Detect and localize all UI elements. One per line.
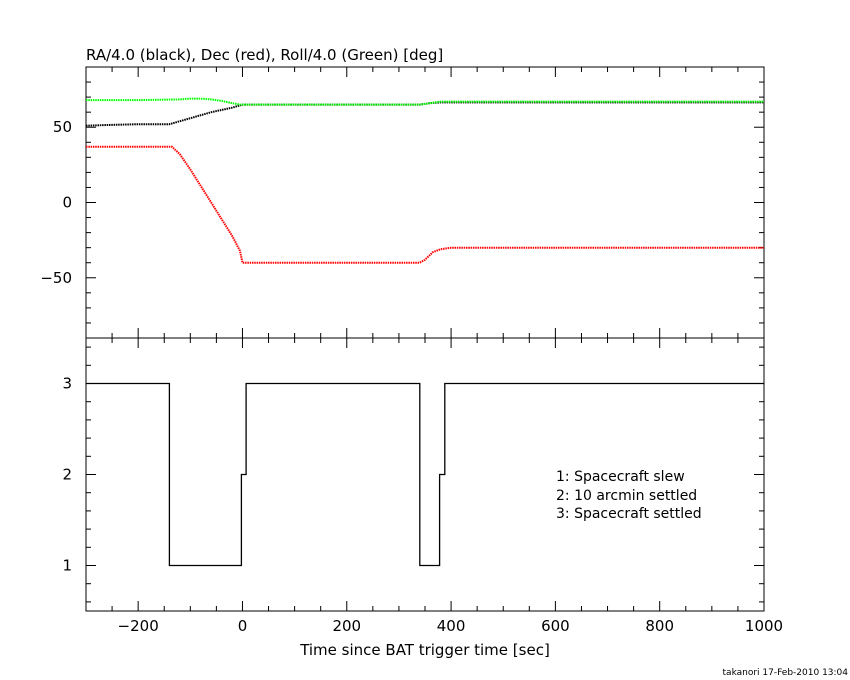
- x-tick-label: 400: [437, 617, 466, 635]
- legend-item-settled: 3: Spacecraft settled: [556, 506, 702, 522]
- x-tick-label: −200: [118, 617, 159, 635]
- ra-series-line: [85, 101, 764, 127]
- legend-item-slew: 1: Spacecraft slew: [556, 469, 685, 485]
- x-tick-label: 200: [332, 617, 361, 635]
- y-tick-label: 1: [62, 557, 72, 575]
- attitude-plot-frame: [85, 66, 765, 339]
- settle-state-panel: 1 2 3 −200 0 200 400 600 800 1000 1: Spacecraft s…: [62, 337, 783, 659]
- attitude-axis-ticks: −50 0 50: [40, 66, 765, 339]
- x-tick-label: 800: [645, 617, 674, 635]
- x-tick-label: 600: [541, 617, 570, 635]
- legend-item-10arcmin: 2: 10 arcmin settled: [556, 488, 697, 504]
- y-tick-label: 50: [53, 118, 72, 136]
- x-axis-label: Time since BAT trigger time [sec]: [299, 641, 550, 659]
- footer-stamp: takanori 17-Feb-2010 13:04: [723, 668, 849, 678]
- y-tick-label: 0: [62, 194, 72, 212]
- attitude-series-group: [85, 97, 764, 264]
- y-tick-label: 3: [62, 375, 72, 393]
- settle-series-group: [86, 382, 764, 567]
- roll-series-line: [86, 97, 764, 106]
- x-tick-label: 1000: [745, 617, 783, 635]
- dec-series-line: [86, 145, 764, 264]
- y-tick-label: −50: [40, 269, 72, 287]
- y-tick-label: 2: [62, 466, 72, 484]
- settle-axis-ticks: 1 2 3 −200 0 200 400 600 800 1000: [62, 338, 783, 635]
- attitude-chart-title: RA/4.0 (black), Dec (red), Roll/4.0 (Gre…: [86, 46, 443, 64]
- x-tick-label: 0: [238, 617, 248, 635]
- settle-state-line: [86, 382, 764, 567]
- attitude-panel: RA/4.0 (black), Dec (red), Roll/4.0 (Gre…: [40, 46, 765, 339]
